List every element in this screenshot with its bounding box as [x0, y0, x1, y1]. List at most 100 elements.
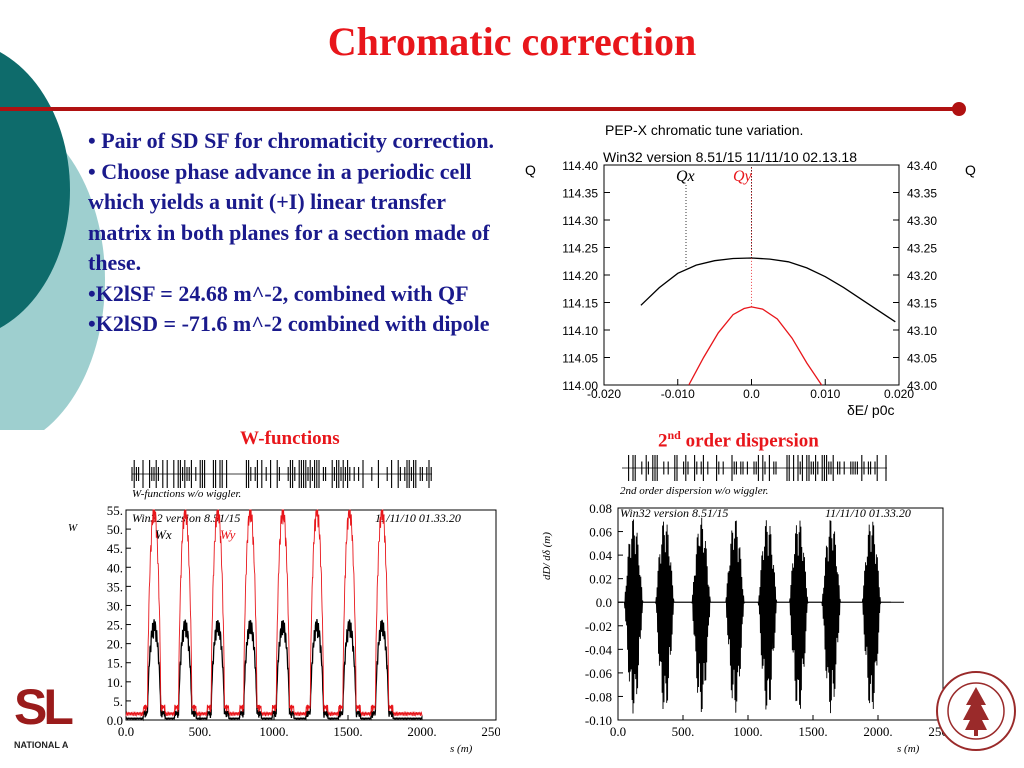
- title-rule: [0, 107, 958, 111]
- slac-logo-text: NATIONAL A: [14, 740, 69, 750]
- slac-logo-letters: SL: [14, 682, 74, 735]
- x-tick-label: 1500.: [798, 724, 827, 739]
- y-tick-label: 10.: [107, 675, 123, 690]
- d-chart-subtitle-right: 11/11/10 01.33.20: [825, 506, 911, 520]
- y-tick-label-left: 114.30: [562, 214, 598, 228]
- y-tick-label-right: 43.25: [907, 242, 937, 256]
- x-tick-label: 0.0: [743, 387, 760, 401]
- dispersion-caption-rest: order dispersion: [680, 430, 819, 452]
- y-tick-label-right: 43.05: [907, 352, 937, 366]
- y-tick-label: 0.0: [596, 595, 612, 610]
- x-tick-label: -0.020: [587, 387, 621, 401]
- x-tick-label: 0.020: [884, 387, 914, 401]
- bullet-item: • Choose phase advance in a periodic cel…: [88, 158, 490, 276]
- d-y-label: dD/ dδ (m): [541, 532, 553, 580]
- series-line-wy: [125, 509, 423, 718]
- x-tick-label: 0.0: [610, 724, 626, 739]
- d-plot-frame: [617, 507, 944, 721]
- y-tick-label-left: 114.00: [562, 379, 598, 393]
- dispersion-caption-main: 2: [658, 430, 668, 452]
- d-axis-ticks: -0.10 -0.08 -0.06 -0.04 -0.02 0.0 0.02 0.04 0.06…: [585, 501, 950, 739]
- x-tick-label: -0.010: [661, 387, 695, 401]
- tune-variation-chart: PEP-X chromatic tune variation. Win32 ve…: [525, 122, 976, 418]
- series-line-wx: [125, 619, 423, 722]
- d-x-label: s (m): [897, 743, 920, 755]
- w-chart-header: W-functions w/o wiggler.: [132, 488, 241, 500]
- x-tick-label: 1000.: [733, 724, 762, 739]
- y-tick-label: -0.08: [585, 689, 612, 704]
- y-tick-label-right: 43.30: [907, 214, 937, 228]
- y-tick-label-right: 43.15: [907, 297, 937, 311]
- tune-y-label-right: Q: [965, 162, 976, 178]
- decorative-circles: [0, 52, 105, 430]
- tune-series-group: [640, 167, 896, 386]
- y-tick-label: 30.: [107, 598, 123, 613]
- d-chart-header: 2nd order dispersion w/o wiggler.: [620, 485, 768, 497]
- tree-icon: [963, 687, 989, 730]
- y-tick-label: 0.04: [589, 548, 612, 563]
- w-series-group: [125, 509, 423, 722]
- x-tick-label: 1500.: [333, 724, 362, 739]
- y-tick-label: 45.: [107, 541, 123, 556]
- x-tick-label: 500.: [672, 724, 695, 739]
- series-line-dispersion: [618, 517, 891, 714]
- x-tick-label: 500.: [189, 724, 212, 739]
- y-tick-label: -0.02: [585, 619, 612, 634]
- legend-wx: Wx: [155, 527, 172, 542]
- seal-inner-ring: [947, 682, 1005, 740]
- x-tick-label: 2500.: [481, 724, 500, 739]
- y-tick-label-left: 114.25: [562, 242, 598, 256]
- dispersion-caption-sup: nd: [667, 428, 681, 442]
- bullet-item: •K2lSF = 24.68 m^-2, combined with QF: [88, 280, 469, 306]
- y-tick-label-left: 114.05: [562, 352, 598, 366]
- y-tick-label: 0.02: [589, 572, 612, 587]
- y-tick-label-right: 43.20: [907, 269, 937, 283]
- legend-wy: Wy: [220, 527, 236, 542]
- y-tick-label: 55.: [107, 503, 123, 518]
- tree-trunk: [974, 730, 978, 736]
- stanford-seal: [936, 671, 1016, 751]
- tune-y-label-left: Q: [525, 162, 536, 178]
- w-x-label: s (m): [450, 743, 473, 755]
- y-tick-label: 35.: [107, 579, 123, 594]
- dispersion-caption: 2nd order dispersion: [658, 428, 819, 452]
- w-chart-subtitle-right: 11/11/10 01.33.20: [375, 511, 461, 525]
- x-tick-label: 2000.: [407, 724, 436, 739]
- y-tick-label: -0.10: [585, 713, 612, 728]
- y-tick-label-right: 43.00: [907, 379, 937, 393]
- w-functions-chart: W-functions w/o wiggler. W Win32 version…: [68, 460, 500, 755]
- y-tick-label: 40.: [107, 560, 123, 575]
- y-tick-label-right: 43.40: [907, 159, 937, 173]
- d-lattice-strip: [622, 455, 887, 481]
- legend-qy: Qy: [733, 168, 753, 185]
- w-y-label: W: [68, 522, 78, 534]
- slide-title: Chromatic correction: [327, 19, 697, 64]
- tune-x-label: δE/ p0c: [847, 402, 894, 418]
- legend-qx: Qx: [676, 168, 695, 185]
- y-tick-label-right: 43.35: [907, 187, 937, 201]
- tune-chart-subtitle: Win32 version 8.51/15 11/11/10 02.13.18: [603, 149, 857, 165]
- x-tick-label: 0.0: [118, 724, 134, 739]
- x-tick-label: 1000.: [259, 724, 288, 739]
- w-plot-frame: [125, 509, 497, 721]
- teal-shape: [0, 52, 70, 328]
- y-tick-label: 5.: [113, 694, 123, 709]
- w-axis-ticks: 0.0 5. 10. 15. 20. 25. 30. 35. 40. 45. 50. 55. 0.0 50…: [107, 503, 500, 739]
- y-tick-label: 0.0: [107, 713, 123, 728]
- w-functions-caption: W-functions: [240, 428, 340, 449]
- y-tick-label: 15.: [107, 656, 123, 671]
- y-tick-label: 20.: [107, 637, 123, 652]
- y-tick-label: 50.: [107, 522, 123, 537]
- title-rule-dot: [952, 102, 966, 116]
- y-tick-label: 0.06: [589, 525, 612, 540]
- tune-axis-ticks: 114.00 114.05 114.10 114.15 114.20 114.25 114.…: [562, 159, 937, 401]
- series-line-qy: [688, 306, 823, 386]
- series-line-qx: [640, 257, 896, 323]
- y-tick-label: -0.04: [585, 642, 613, 657]
- bullet-item: •K2lSD = -71.6 m^-2 combined with dipole: [88, 311, 490, 336]
- d-series-group: [618, 517, 904, 714]
- y-tick-label-left: 114.15: [562, 297, 598, 311]
- w-lattice-strip: [131, 460, 432, 488]
- x-tick-label: 2000.: [863, 724, 892, 739]
- y-tick-label-left: 114.10: [562, 324, 598, 338]
